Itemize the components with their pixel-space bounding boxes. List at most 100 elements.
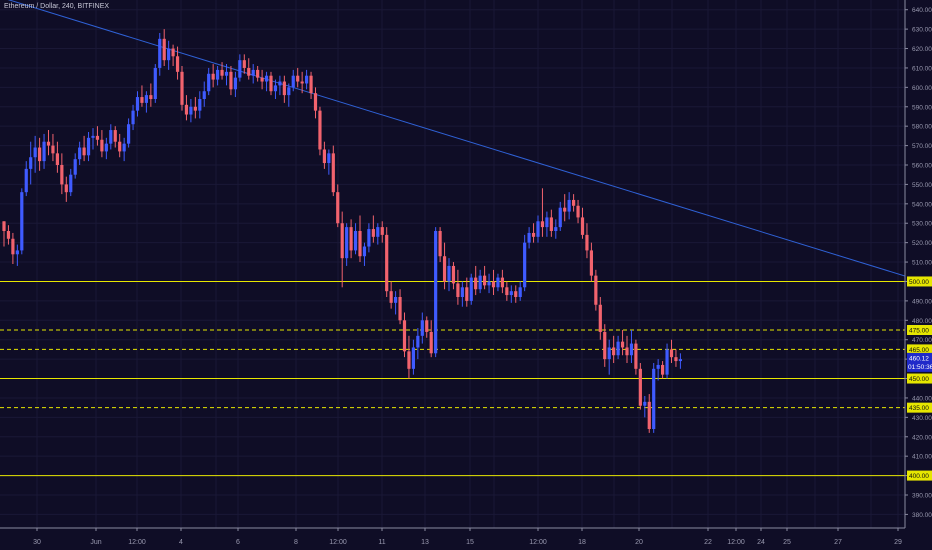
candle-body: [273, 85, 278, 92]
candle-body: [144, 95, 148, 103]
candle-body: [55, 153, 59, 165]
candle-body: [380, 227, 384, 235]
candle-body: [358, 231, 362, 257]
candle-body: [567, 199, 571, 212]
candle-body: [612, 347, 616, 356]
price-tick-label: 480.00: [912, 318, 932, 325]
candle-body: [251, 69, 255, 76]
price-tick-label: 510.00: [912, 260, 932, 267]
candle-body: [95, 135, 100, 140]
candle-body: [367, 229, 371, 247]
price-tick-label: 610.00: [912, 65, 932, 72]
candle-body: [238, 60, 242, 78]
candle-body: [313, 93, 318, 111]
time-tick-label: Jun: [90, 539, 101, 546]
candle-body: [442, 256, 447, 282]
candle-body: [678, 359, 682, 362]
candle-body: [140, 97, 144, 103]
candle-body: [20, 192, 24, 251]
candle-body: [109, 130, 113, 144]
candle-body: [153, 67, 157, 99]
price-tick-label: 430.00: [912, 415, 932, 422]
candle-body: [296, 75, 300, 82]
candle-body: [469, 277, 473, 301]
candle-body: [589, 250, 593, 276]
candle-body: [451, 265, 456, 284]
candle-body: [585, 234, 589, 251]
candle-body: [260, 77, 264, 82]
candle-body: [523, 242, 527, 288]
candle-body: [60, 165, 64, 185]
trend-line[interactable]: [0, 0, 917, 281]
candle-body: [6, 231, 11, 239]
candle-body: [256, 69, 260, 78]
candle-body: [318, 110, 322, 150]
candle-body: [345, 227, 349, 259]
candle-body: [69, 174, 73, 193]
chart-title: Ethereum / Dollar, 240, BITFINEX: [4, 3, 110, 10]
price-tick-label: 540.00: [912, 201, 932, 208]
candle-body: [224, 71, 229, 76]
time-tick-label: 30: [33, 539, 41, 546]
last-price-label: 460.12: [909, 355, 929, 362]
candle-body: [652, 368, 656, 429]
candle-body: [514, 291, 518, 297]
time-tick-label: 12:00: [529, 539, 547, 546]
candle-body: [118, 141, 122, 152]
level-tag-label: 465.00: [909, 347, 929, 354]
price-tick-label: 550.00: [912, 182, 932, 189]
candle-body: [322, 149, 326, 164]
candle-body: [184, 104, 189, 115]
candle-body: [465, 287, 469, 301]
candle-body: [220, 69, 224, 76]
candle-body: [425, 320, 429, 332]
countdown-label: 01:50:36: [908, 364, 932, 371]
candle-body: [264, 75, 269, 82]
candle-body: [629, 343, 634, 356]
price-tick-label: 470.00: [912, 337, 932, 344]
time-tick-label: 8: [294, 539, 298, 546]
level-tag: [907, 470, 932, 481]
price-tick-label: 420.00: [912, 434, 932, 441]
candle-body: [278, 81, 282, 86]
candle-body: [420, 320, 424, 336]
candle-body: [2, 221, 6, 231]
candle-body: [429, 331, 433, 354]
candle-body: [242, 60, 246, 68]
candle-body: [29, 157, 33, 169]
candle-body: [122, 143, 126, 152]
candle-body: [171, 48, 175, 57]
candle-body: [576, 205, 580, 218]
candle-body: [193, 106, 197, 111]
candle-body: [531, 232, 536, 237]
candle-body: [434, 231, 438, 354]
candle-body: [135, 97, 140, 111]
candle-body: [202, 91, 206, 99]
time-tick-label: 12:00: [727, 539, 745, 546]
candle-body: [483, 275, 487, 286]
time-tick-label: 20: [635, 539, 643, 546]
level-tag: [907, 373, 932, 384]
candle-body: [634, 343, 638, 369]
candle-body: [331, 153, 335, 193]
candle-body: [24, 168, 28, 193]
price-tick-label: 560.00: [912, 163, 932, 170]
candle-body: [189, 106, 193, 115]
price-tick-label: 380.00: [912, 512, 932, 519]
candle-body: [353, 231, 358, 251]
candle-body: [46, 141, 51, 146]
price-tick-label: 590.00: [912, 104, 932, 111]
level-tag-label: 435.00: [909, 405, 929, 412]
candle-body: [131, 110, 135, 125]
candle-body: [580, 217, 585, 235]
time-tick-label: 25: [783, 539, 791, 546]
price-tick-label: 580.00: [912, 124, 932, 131]
candle-body: [309, 75, 313, 94]
candle-body: [291, 75, 295, 88]
candle-body: [603, 331, 607, 360]
price-tick-label: 600.00: [912, 85, 932, 92]
price-tick-label: 620.00: [912, 46, 932, 53]
price-tick-label: 390.00: [912, 493, 932, 500]
candle-body: [15, 250, 19, 255]
